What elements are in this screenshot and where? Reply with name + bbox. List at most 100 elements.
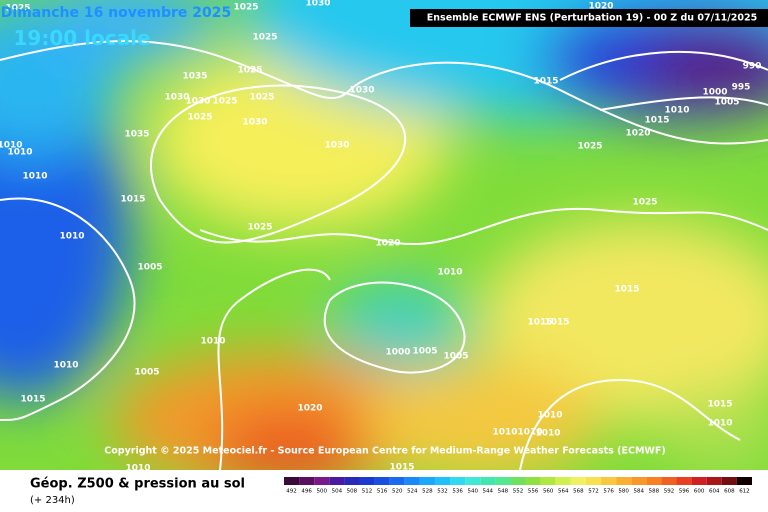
isobar-label: 995	[732, 83, 751, 93]
copyright: Copyright © 2025 Meteociel.fr - Source E…	[104, 446, 665, 457]
color-legend: 492 496 500 504 508 512 516 520 524 528 532 536 540 5…	[284, 477, 752, 495]
isobars	[0, 40, 768, 470]
legend-label: 520	[392, 489, 403, 495]
isobar-label: 1010	[437, 268, 462, 278]
legend-swatch	[374, 477, 390, 485]
legend-label: 528	[422, 489, 433, 495]
date-label: Dimanche 16 novembre 2025	[1, 5, 231, 21]
isobar-label: 1015	[527, 318, 552, 328]
legend-label: 568	[573, 489, 584, 495]
legend-swatch	[525, 477, 541, 485]
isobar-label: 1015	[544, 318, 569, 328]
legend-swatch	[419, 477, 435, 485]
legend-swatch	[495, 477, 511, 485]
legend-label: 560	[543, 489, 554, 495]
legend-swatch	[585, 477, 602, 485]
legend-label: 588	[649, 489, 660, 495]
isobar-label: 1010	[7, 148, 32, 158]
isobar-label: 1010	[537, 411, 562, 421]
isobar-label: 1005	[134, 368, 159, 378]
legend-swatch	[284, 477, 300, 485]
isobar-label: 1030	[242, 118, 267, 128]
legend-label: 504	[332, 489, 343, 495]
isobar-label: 1025	[5, 4, 30, 14]
isobar-label: 1030	[349, 86, 374, 96]
isobar-label: 1015	[707, 400, 732, 410]
legend-label: 552	[513, 489, 524, 495]
isobar-label: 1010	[53, 361, 78, 371]
isobar-label: 1010	[492, 428, 517, 438]
legend-swatch	[706, 477, 722, 485]
legend-label: 596	[679, 489, 690, 495]
isobar-label: 1010	[59, 232, 84, 242]
legend-label: 536	[452, 489, 463, 495]
model-banner	[410, 9, 768, 27]
legend-label: 516	[377, 489, 388, 495]
isobar-label: 1015	[533, 77, 558, 87]
isobar-label: 1020	[375, 239, 400, 249]
legend-label: 556	[528, 489, 539, 495]
legend-label: 492	[286, 489, 297, 495]
isobar-label: 1000	[702, 88, 727, 98]
isobar-label: 1010	[707, 419, 732, 429]
isobar-label: 1030	[164, 93, 189, 103]
isobar-label: 1005	[412, 347, 437, 357]
isobar-label: 1030	[324, 141, 349, 151]
isobar-label: 1005	[443, 352, 468, 362]
legend-swatch	[570, 477, 586, 485]
legend-swatch	[631, 477, 647, 485]
isobar-label: 1025	[252, 33, 277, 43]
isobar-label: 1015	[644, 116, 669, 126]
isobar-label: 1010	[664, 106, 689, 116]
time-label: 19:00 locale	[14, 26, 151, 50]
legend-swatch	[736, 477, 752, 485]
legend-label: 572	[588, 489, 599, 495]
legend-swatch	[329, 477, 345, 485]
legend-label: 576	[603, 489, 614, 495]
isobar-label: 1020	[297, 404, 322, 414]
legend-swatch	[721, 477, 737, 485]
isobar-label: 1000	[385, 348, 410, 358]
legend-label: 524	[407, 489, 418, 495]
isobar-label: 1030	[305, 0, 330, 9]
legend-swatch	[676, 477, 692, 485]
isobar-label: 1025	[632, 198, 657, 208]
isobar-label: 1010	[535, 429, 560, 439]
legend-label: 584	[634, 489, 645, 495]
isobar-label: 1010	[200, 337, 225, 347]
legend-swatch	[404, 477, 420, 485]
footer-title: Géop. Z500 & pression au sol	[30, 477, 245, 492]
isobar-label: 1005	[714, 98, 739, 108]
legend-label: 544	[483, 489, 494, 495]
legend-swatch	[434, 477, 451, 485]
isobar-label: 1010	[22, 172, 47, 182]
isobar-label: 1015	[120, 195, 145, 205]
model-label: Ensemble ECMWF ENS (Perturbation 19) - 0…	[427, 13, 757, 24]
isobar-label: 1025	[577, 142, 602, 152]
isobar-label: 1025	[237, 66, 262, 76]
isobar-label: 1015	[614, 285, 639, 295]
isobar-label: 1020	[588, 2, 613, 12]
legend-label: 496	[301, 489, 312, 495]
legend-swatch	[299, 477, 315, 485]
legend-swatch	[691, 477, 707, 485]
legend-swatch	[646, 477, 662, 485]
geopotential-field	[0, 0, 768, 470]
legend-label: 512	[362, 489, 373, 495]
legend-label: 532	[437, 489, 448, 495]
legend-label: 548	[498, 489, 509, 495]
legend-swatch	[616, 477, 632, 485]
legend-label: 508	[347, 489, 358, 495]
legend-swatch	[450, 477, 466, 485]
isobar-label: 1025	[249, 93, 274, 103]
legend-label: 604	[709, 489, 720, 495]
isobar-label: 1035	[124, 130, 149, 140]
legend-swatch	[359, 477, 375, 485]
isobar-label: 1030	[185, 97, 210, 107]
isobar-label: 1025	[212, 97, 237, 107]
